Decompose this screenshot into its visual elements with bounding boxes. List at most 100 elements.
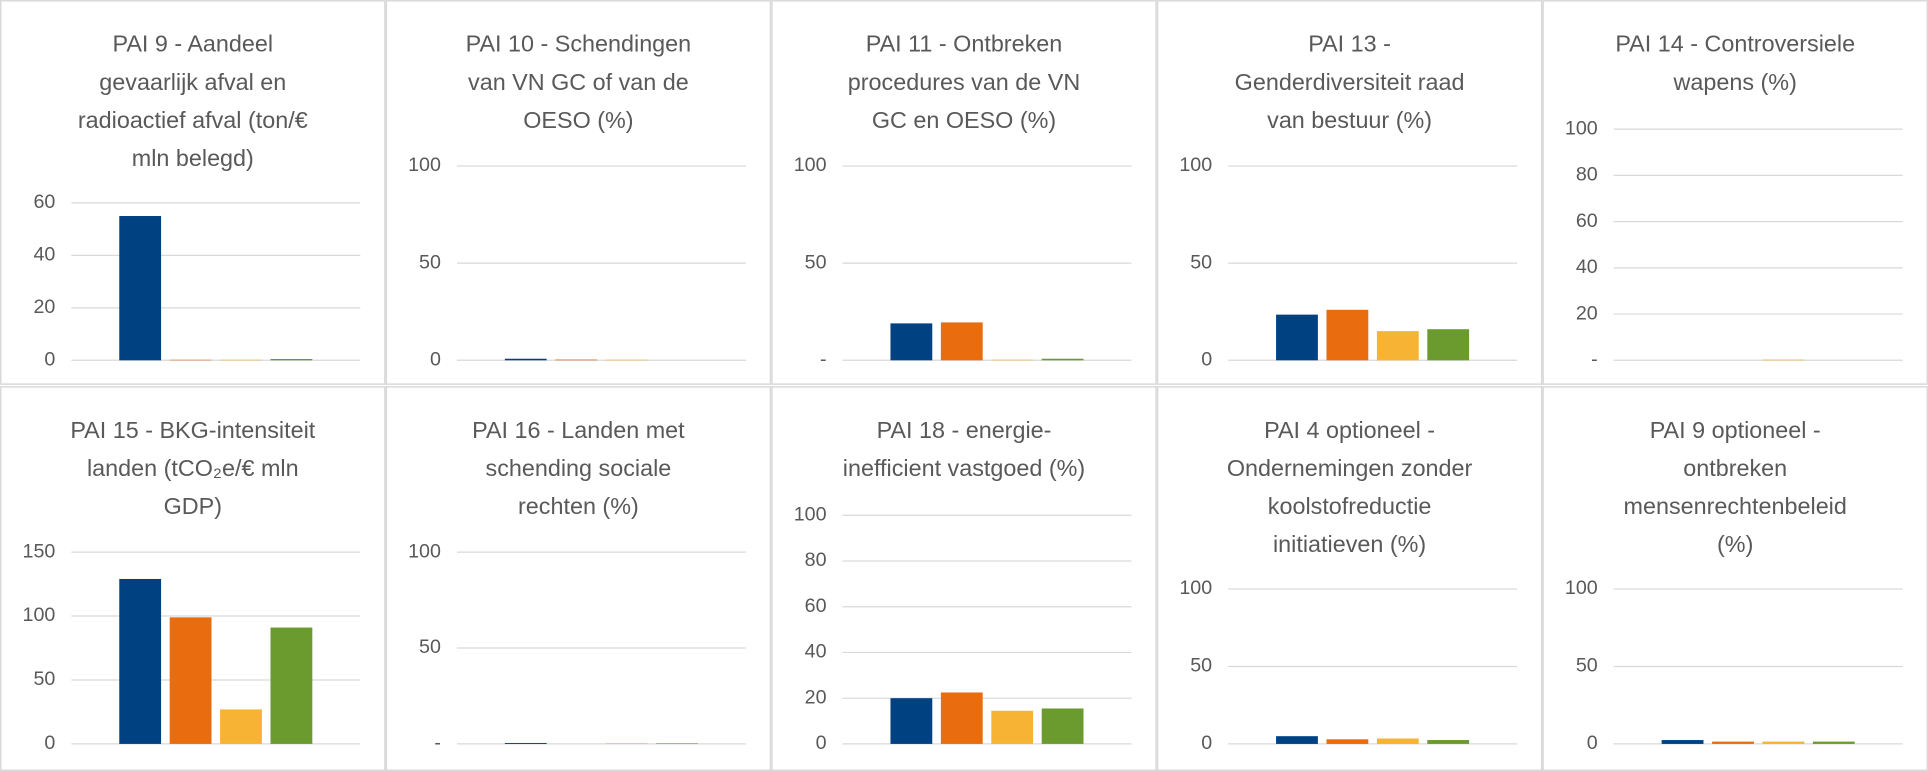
chart-title: (%) <box>1717 531 1753 557</box>
chart-title: PAI 16 - Landen met <box>472 417 685 443</box>
chart-title: inefficient vastgoed (%) <box>843 455 1085 481</box>
bar <box>605 359 648 361</box>
chart-title: ontbreken <box>1683 455 1787 481</box>
bar <box>270 627 313 744</box>
y-tick-label: 0 <box>816 732 827 754</box>
chart-title: GC en OESO (%) <box>872 107 1056 133</box>
chart-title: OESO (%) <box>523 107 633 133</box>
y-tick-label: 50 <box>419 636 441 658</box>
bar <box>169 617 212 744</box>
panel-frame <box>1156 0 1543 385</box>
panel-frame <box>385 386 772 771</box>
panel-frame <box>0 0 386 385</box>
chart-title: PAI 11 - Ontbreken <box>866 31 1063 57</box>
y-tick-label: 50 <box>1576 655 1598 677</box>
bar <box>119 578 162 744</box>
bar <box>1812 741 1855 744</box>
bar <box>555 359 598 361</box>
y-tick-label: 50 <box>419 251 441 273</box>
bar <box>991 359 1034 361</box>
y-tick-label: 100 <box>794 503 827 525</box>
y-tick-label: 100 <box>1179 154 1212 176</box>
chart-title: procedures van de VN <box>848 69 1080 95</box>
chart-title: van VN GC of van de <box>468 69 689 95</box>
bar <box>1376 738 1419 744</box>
y-tick-label: 20 <box>1576 302 1598 324</box>
y-tick-label: 150 <box>23 540 56 562</box>
panel-frame <box>1542 0 1928 385</box>
y-tick-label: 60 <box>805 595 827 617</box>
bar <box>991 710 1034 744</box>
bar <box>270 358 313 361</box>
chart-title: Genderdiversiteit raad <box>1235 69 1465 95</box>
y-tick-label: 50 <box>33 668 55 690</box>
bar <box>1762 359 1805 361</box>
y-tick-label: - <box>1591 348 1598 370</box>
chart-title: PAI 9 optioneel - <box>1650 417 1821 443</box>
y-tick-label: 100 <box>408 154 441 176</box>
chart-title: wapens (%) <box>1673 69 1797 95</box>
bar <box>1762 741 1805 744</box>
chart-title: mensenrechtenbeleid <box>1624 493 1847 519</box>
y-tick-label: 40 <box>33 244 55 266</box>
y-tick-label: - <box>820 348 827 370</box>
panel-frame <box>0 386 386 771</box>
bar <box>220 359 262 361</box>
y-tick-label: 100 <box>1565 577 1598 599</box>
chart-title: PAI 18 - energie- <box>877 417 1052 443</box>
y-tick-label: 80 <box>1576 164 1598 186</box>
y-tick-label: 0 <box>1201 732 1212 754</box>
y-tick-label: 40 <box>805 641 827 663</box>
y-tick-label: 0 <box>44 732 55 754</box>
bar <box>220 709 262 744</box>
y-tick-label: 0 <box>1587 732 1598 754</box>
bar <box>940 322 983 361</box>
chart-title: PAI 9 - Aandeel <box>112 31 273 57</box>
bar <box>1276 736 1318 744</box>
y-tick-label: 60 <box>1576 210 1598 232</box>
bar <box>1427 740 1470 744</box>
bar <box>504 358 547 361</box>
chart-title: landen (tCO₂e/€ mln <box>87 455 299 481</box>
panel-frame <box>1542 386 1928 771</box>
y-tick-label: 20 <box>33 296 55 318</box>
chart-title: PAI 15 - BKG-intensiteit <box>70 417 315 443</box>
y-tick-label: 100 <box>1565 117 1598 139</box>
chart-title: GDP) <box>164 493 222 519</box>
bar <box>1326 309 1369 361</box>
panel-frame <box>385 0 772 385</box>
bar <box>1276 314 1318 361</box>
bar <box>119 216 162 361</box>
panel-frame <box>1156 386 1543 771</box>
bar <box>890 323 933 361</box>
bar <box>940 692 983 744</box>
y-tick-label: 100 <box>408 540 441 562</box>
bar <box>656 743 698 744</box>
chart-title: PAI 10 - Schendingen <box>466 31 692 57</box>
bar <box>1041 358 1084 361</box>
y-tick-label: 100 <box>794 154 827 176</box>
bar <box>504 742 547 744</box>
panel-frame <box>771 0 1157 385</box>
chart-title: radioactief afval (ton/€ <box>78 107 308 133</box>
chart-title: initiatieven (%) <box>1273 531 1426 557</box>
chart-title: rechten (%) <box>518 493 639 519</box>
chart-title: schending sociale <box>486 455 672 481</box>
bar <box>605 743 648 744</box>
chart-title: PAI 13 - <box>1308 31 1391 57</box>
y-tick-label: 40 <box>1576 256 1598 278</box>
bar <box>1661 740 1704 744</box>
y-tick-label: 80 <box>805 549 827 571</box>
chart-title: PAI 14 - Controversiele <box>1615 31 1855 57</box>
y-tick-label: 50 <box>805 251 827 273</box>
y-tick-label: 60 <box>33 191 55 213</box>
y-tick-label: 100 <box>1179 577 1212 599</box>
chart-title: gevaarlijk afval en <box>99 69 286 95</box>
bar <box>1427 329 1470 361</box>
bar <box>1041 708 1084 744</box>
y-tick-label: 0 <box>1201 348 1212 370</box>
panel-frame <box>771 386 1157 771</box>
y-tick-label: 0 <box>430 348 441 370</box>
